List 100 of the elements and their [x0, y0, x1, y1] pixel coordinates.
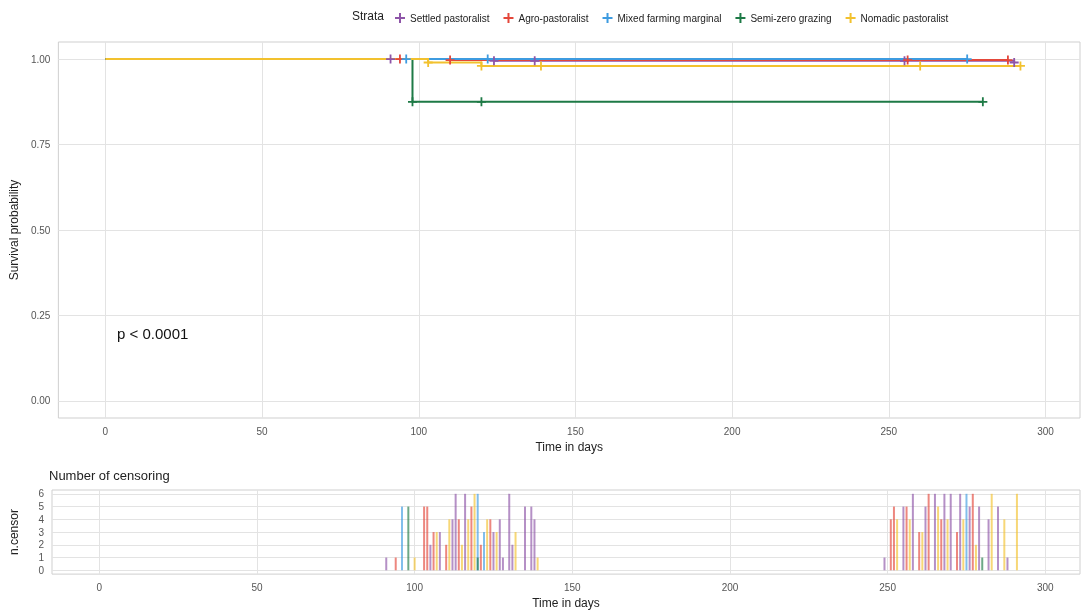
point [489, 56, 499, 66]
y-tick-label: 0.25 [30, 309, 51, 321]
legend-label: Agro-pastoralist [518, 12, 589, 24]
bar [990, 493, 993, 571]
x-axis-title: Time in days [535, 439, 603, 454]
bar [423, 506, 426, 571]
y-tick-label: 0.50 [30, 224, 51, 236]
x-tick-label: 250 [879, 581, 897, 593]
x-tick-label: 100 [410, 425, 428, 437]
x-tick-label: 50 [251, 581, 263, 593]
bar [949, 493, 952, 571]
bar [987, 519, 990, 571]
bar [908, 519, 911, 571]
y-tick-label: 1.00 [30, 53, 51, 65]
point [978, 97, 988, 107]
bar [1006, 557, 1009, 571]
bar [971, 493, 974, 571]
bar [981, 557, 984, 571]
legend-label: Mixed farming marginal [617, 12, 722, 24]
bar [514, 532, 517, 571]
x-tick-label: 300 [1036, 581, 1055, 593]
y-axis-title: Survival probability [7, 179, 21, 281]
y-tick-label: 0 [38, 564, 45, 576]
bar [413, 557, 416, 571]
x-tick-label: 200 [723, 425, 741, 437]
bar [501, 557, 504, 571]
bar [883, 557, 886, 571]
bar [937, 506, 940, 571]
x-tick-label: 300 [1037, 425, 1055, 437]
bar [385, 557, 388, 571]
bar [956, 532, 959, 571]
bar [968, 506, 971, 571]
bar [536, 557, 539, 571]
bar [896, 519, 899, 571]
bar [911, 493, 914, 571]
bar [470, 506, 473, 571]
bar [524, 506, 527, 571]
bar [924, 506, 927, 571]
legend-label: Semi-zero grazing [750, 12, 832, 24]
bar [959, 493, 962, 571]
point [445, 55, 455, 65]
y-tick-label: 1 [38, 552, 45, 564]
bar [533, 519, 536, 571]
x-tick-label: 50 [256, 425, 269, 437]
y-tick-label: 0.75 [30, 139, 51, 151]
y-tick-label: 3 [38, 526, 45, 538]
bar [426, 506, 429, 571]
bar [978, 506, 981, 571]
bar [483, 532, 486, 571]
bar [927, 493, 930, 571]
bar [962, 519, 965, 571]
bar [429, 544, 432, 571]
bar [974, 544, 977, 571]
x-tick-label: 150 [567, 425, 585, 437]
x-axis-title: Time in days [532, 596, 600, 610]
y-tick-label: 6 [38, 488, 45, 500]
bar [889, 519, 892, 571]
bar [1003, 519, 1006, 571]
y-tick-label: 5 [38, 501, 45, 513]
bar [401, 506, 404, 571]
x-tick-label: 0 [102, 425, 109, 437]
bar [394, 557, 397, 571]
x-tick-label: 250 [880, 425, 898, 437]
bar [943, 493, 946, 571]
legend-title: Strata [352, 9, 385, 23]
bar [511, 544, 514, 571]
bar [508, 493, 511, 571]
x-tick-label: 0 [96, 581, 103, 593]
y-tick-label: 2 [38, 539, 45, 551]
bar [498, 519, 501, 571]
bar [933, 493, 936, 571]
bar [530, 506, 533, 571]
bar [454, 493, 457, 571]
bar [946, 519, 949, 571]
bar [479, 544, 482, 571]
y-axis-title: n.censor [7, 509, 21, 556]
bar [467, 519, 470, 571]
bar [965, 493, 968, 571]
chart-title: Number of censoring [49, 468, 170, 483]
bar [464, 493, 467, 571]
point [401, 54, 411, 64]
bar [1015, 493, 1018, 571]
point [903, 55, 913, 65]
x-tick-label: 100 [406, 581, 424, 593]
x-tick-label: 200 [721, 581, 739, 593]
bar [457, 519, 460, 571]
bar [407, 506, 410, 571]
y-tick-label: 0.00 [30, 395, 51, 407]
bar [476, 557, 479, 571]
y-tick-label: 4 [38, 513, 45, 525]
annotation: p < 0.0001 [117, 325, 189, 342]
bar [997, 506, 1000, 571]
legend-label: Nomadic pastoralist [860, 12, 949, 24]
x-tick-label: 150 [563, 581, 582, 593]
bar [892, 506, 895, 571]
point [530, 56, 540, 66]
bar [940, 519, 943, 571]
bar [445, 544, 448, 571]
legend-label: Settled pastoralist [410, 12, 490, 24]
bar [460, 544, 463, 571]
